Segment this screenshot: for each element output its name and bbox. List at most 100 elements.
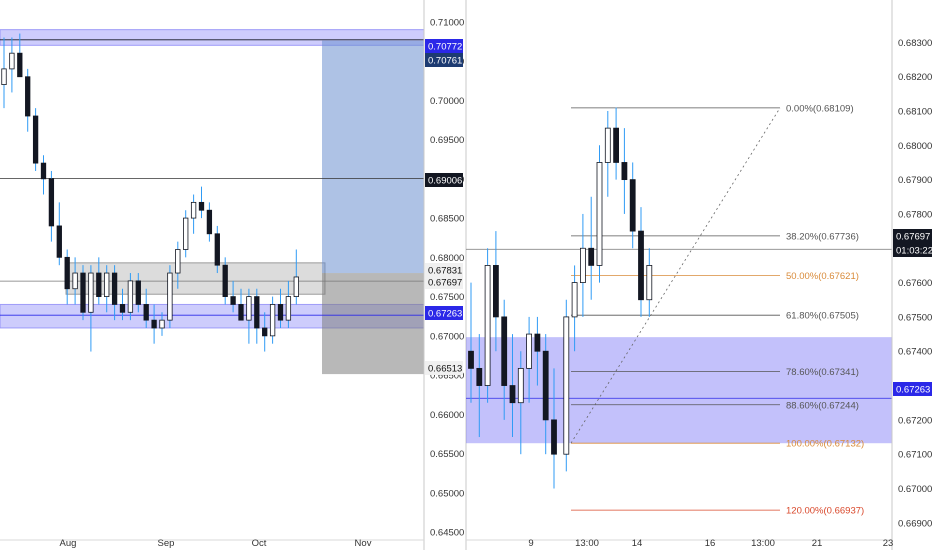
intraday-candle[interactable] — [526, 316, 532, 403]
intraday-y-tick-label: 0.66900 — [898, 518, 932, 529]
long-position-stop-box — [322, 273, 424, 375]
intraday-candle[interactable] — [484, 248, 491, 403]
daily-candle[interactable] — [159, 312, 165, 336]
daily-candle[interactable] — [32, 108, 39, 171]
daily-y-tick-label: 0.67000 — [430, 331, 464, 342]
intraday-x-tick-label: 13:00 — [751, 538, 775, 549]
daily-candle[interactable] — [64, 249, 70, 305]
daily-candle[interactable] — [206, 202, 213, 242]
intraday-candle[interactable] — [492, 231, 499, 352]
daily-candle-body — [214, 233, 220, 266]
intraday-candle[interactable] — [468, 282, 474, 403]
intraday-chart-panel[interactable]: 0.00%(0.68109) 38.20%(0.67736) 50.00%(0.67… — [465, 0, 932, 550]
intraday-candle[interactable] — [638, 207, 644, 317]
daily-candle-body — [151, 319, 157, 329]
daily-candle[interactable] — [269, 296, 276, 344]
daily-candle[interactable] — [1, 37, 7, 109]
daily-candle-body — [198, 201, 205, 211]
intraday-candle-body — [563, 316, 570, 455]
intraday-candle-body — [468, 350, 474, 369]
intraday-candle[interactable] — [621, 128, 628, 214]
daily-candle[interactable] — [151, 304, 157, 344]
daily-candle[interactable] — [127, 273, 134, 321]
intraday-candle[interactable] — [604, 110, 611, 197]
daily-price-label: 0.69006 — [425, 173, 463, 187]
daily-candle[interactable] — [48, 170, 55, 242]
daily-candle[interactable] — [88, 265, 94, 352]
daily-price-label-text: 0.69006 — [428, 176, 462, 187]
daily-y-tick-label: 0.67500 — [430, 292, 464, 303]
intraday-y-tick-label: 0.67200 — [898, 415, 932, 426]
daily-price-label-bg — [425, 263, 463, 277]
daily-candle[interactable] — [104, 265, 110, 313]
intraday-candle[interactable] — [588, 196, 595, 300]
daily-candle[interactable] — [198, 186, 205, 219]
daily-price-label: 0.67263 — [425, 306, 463, 320]
daily-candle-body — [277, 304, 284, 321]
intraday-candle[interactable] — [509, 334, 516, 438]
intraday-candle[interactable] — [476, 334, 483, 438]
daily-candle[interactable] — [25, 68, 31, 132]
daily-candle[interactable] — [230, 280, 236, 313]
daily-candle[interactable] — [214, 225, 220, 274]
intraday-candle-body — [588, 247, 595, 266]
intraday-candle[interactable] — [629, 162, 636, 249]
intraday-candle[interactable] — [563, 299, 570, 472]
daily-x-tick-label: Oct — [252, 538, 267, 549]
intraday-candle[interactable] — [571, 265, 578, 352]
intraday-candle[interactable] — [580, 213, 586, 317]
daily-candle[interactable] — [17, 33, 23, 78]
daily-candle[interactable] — [167, 265, 173, 328]
intraday-candle[interactable] — [613, 107, 619, 180]
daily-price-label: 0.67697 — [425, 275, 463, 289]
intraday-price-label-bg — [893, 229, 932, 243]
daily-candle[interactable] — [222, 257, 228, 305]
intraday-candle[interactable] — [542, 334, 549, 455]
intraday-candle[interactable] — [534, 316, 541, 386]
intraday-candle[interactable] — [596, 145, 603, 283]
daily-candle[interactable] — [72, 257, 78, 305]
daily-candle[interactable] — [56, 202, 62, 266]
daily-price-label-bg — [425, 361, 463, 375]
daily-candle[interactable] — [262, 312, 268, 352]
daily-candle[interactable] — [40, 155, 47, 195]
daily-candle-body — [285, 296, 292, 321]
daily-candle[interactable] — [238, 288, 244, 321]
daily-candle[interactable] — [293, 249, 299, 305]
daily-candle[interactable] — [190, 194, 197, 234]
daily-candle[interactable] — [111, 265, 118, 321]
daily-candle[interactable] — [80, 265, 86, 321]
daily-chart-panel[interactable]: 0.710000.705000.700000.695000.690000.685… — [0, 0, 464, 550]
daily-candle[interactable] — [9, 37, 15, 93]
daily-candle[interactable] — [143, 288, 149, 328]
daily-candle[interactable] — [285, 280, 292, 328]
intraday-candle[interactable] — [501, 299, 508, 420]
daily-candle[interactable] — [135, 273, 141, 313]
daily-candle[interactable] — [277, 288, 284, 328]
intraday-candle[interactable] — [517, 351, 524, 455]
daily-candle-body — [206, 209, 213, 235]
daily-candle[interactable] — [119, 288, 126, 321]
daily-y-tick-label: 0.71000 — [430, 17, 464, 28]
intraday-y-tick-label: 0.67900 — [898, 175, 932, 186]
intraday-candle-body — [629, 179, 636, 232]
daily-candle[interactable] — [183, 210, 189, 258]
intraday-price-label: 0.67697 — [893, 229, 932, 243]
daily-candle[interactable] — [96, 257, 102, 305]
daily-price-label: 0.67831 — [425, 263, 463, 277]
daily-candle[interactable] — [254, 288, 260, 344]
daily-candle[interactable] — [175, 241, 181, 289]
daily-candle-body — [254, 296, 260, 329]
daily-candle[interactable] — [246, 288, 252, 344]
daily-candle-body — [135, 280, 141, 305]
intraday-y-tick-label: 0.67500 — [898, 312, 932, 323]
daily-price-label-text: 0.67831 — [428, 266, 462, 277]
fib-trend-line — [570, 107, 781, 444]
intraday-candle[interactable] — [646, 248, 653, 317]
intraday-candle[interactable] — [551, 368, 557, 489]
daily-price-label-bg — [425, 173, 463, 187]
daily-y-tick-label: 0.64500 — [430, 528, 464, 539]
intraday-x-tick-label: 16 — [705, 538, 716, 549]
